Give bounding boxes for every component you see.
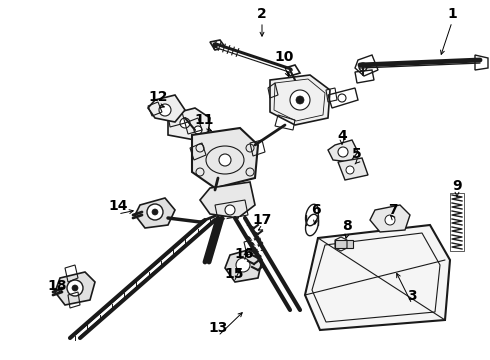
Circle shape [338, 94, 346, 102]
Polygon shape [270, 75, 330, 125]
Polygon shape [192, 128, 258, 188]
Polygon shape [305, 225, 450, 330]
Circle shape [296, 96, 304, 104]
Circle shape [225, 205, 235, 215]
Circle shape [194, 126, 202, 134]
Text: 9: 9 [452, 179, 462, 193]
Polygon shape [168, 108, 210, 140]
Polygon shape [225, 248, 262, 282]
Text: 14: 14 [108, 199, 128, 213]
Text: 13: 13 [208, 321, 228, 335]
Polygon shape [338, 158, 368, 180]
Polygon shape [135, 198, 175, 228]
Text: 1: 1 [447, 7, 457, 21]
Text: 11: 11 [194, 113, 214, 127]
Bar [450, 193, 464, 251]
Text: 16: 16 [234, 247, 254, 261]
Text: 12: 12 [148, 90, 168, 104]
Circle shape [346, 166, 354, 174]
Circle shape [236, 258, 250, 272]
Circle shape [219, 154, 231, 166]
Text: 6: 6 [311, 203, 321, 217]
Circle shape [147, 204, 163, 220]
Polygon shape [55, 272, 95, 305]
Circle shape [159, 104, 171, 116]
Circle shape [67, 280, 83, 296]
Text: 2: 2 [257, 7, 267, 21]
Circle shape [359, 63, 367, 71]
Polygon shape [328, 140, 358, 162]
Circle shape [290, 90, 310, 110]
Text: 8: 8 [342, 219, 352, 233]
Text: 5: 5 [352, 147, 362, 161]
Text: 4: 4 [337, 129, 347, 143]
Text: 3: 3 [407, 289, 417, 303]
Text: 17: 17 [252, 213, 271, 227]
Polygon shape [370, 205, 410, 232]
Circle shape [72, 285, 78, 291]
Bar [335, 240, 353, 248]
Polygon shape [148, 95, 185, 122]
Text: 7: 7 [388, 203, 398, 217]
Circle shape [180, 118, 190, 128]
Circle shape [338, 147, 348, 157]
Text: 15: 15 [224, 267, 244, 281]
Circle shape [385, 215, 395, 225]
Text: 10: 10 [274, 50, 294, 64]
Polygon shape [200, 182, 255, 218]
Text: 18: 18 [47, 279, 67, 293]
Circle shape [152, 209, 158, 215]
